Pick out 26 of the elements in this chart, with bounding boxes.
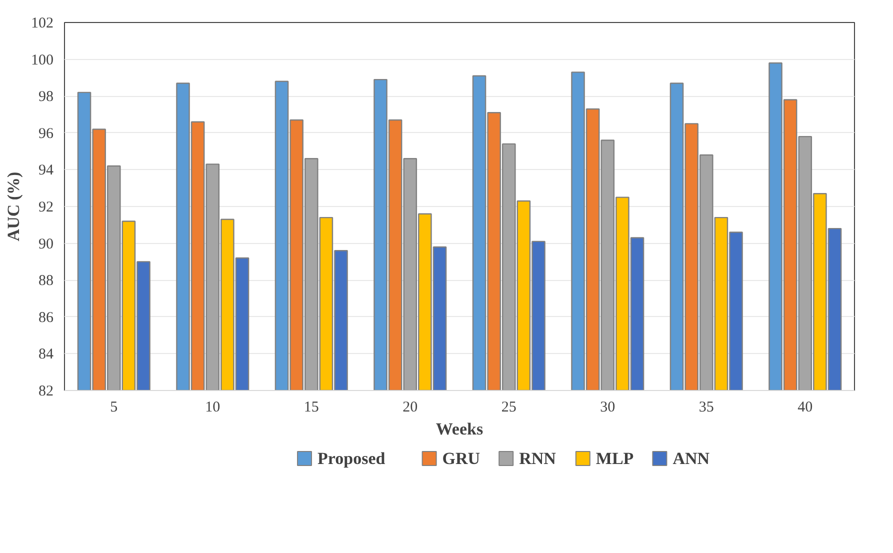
y-tick-label: 94 [38, 162, 54, 179]
y-tick-label: 96 [38, 126, 54, 142]
x-axis-title: Weeks [436, 420, 484, 438]
legend-label: RNN [519, 449, 557, 468]
x-tick-label: 20 [402, 400, 418, 416]
y-tick-label: 82 [38, 384, 54, 400]
x-tick-label: 35 [698, 400, 714, 416]
legend-label: Proposed [318, 449, 386, 468]
legend-label: MLP [596, 449, 634, 468]
y-tick-label: 102 [31, 16, 54, 32]
legend-label: ANN [672, 449, 710, 468]
x-tick-label: 10 [205, 400, 220, 416]
y-tick-label: 84 [38, 346, 54, 363]
x-tick-label: 40 [798, 400, 813, 416]
y-tick-label: 86 [38, 310, 54, 326]
x-tick-label: 25 [501, 400, 516, 416]
y-tick-label: 98 [38, 89, 54, 106]
y-axis-title: AUC (%) [4, 172, 23, 242]
y-tick-label: 100 [31, 52, 54, 68]
y-tick-label: 90 [38, 236, 54, 252]
x-tick-label: 5 [110, 400, 118, 416]
y-tick-label: 92 [38, 200, 54, 216]
x-tick-label: 15 [304, 400, 319, 416]
x-tick-label: 30 [600, 400, 616, 416]
y-tick-label: 88 [38, 273, 54, 290]
legend-label: GRU [442, 449, 480, 468]
